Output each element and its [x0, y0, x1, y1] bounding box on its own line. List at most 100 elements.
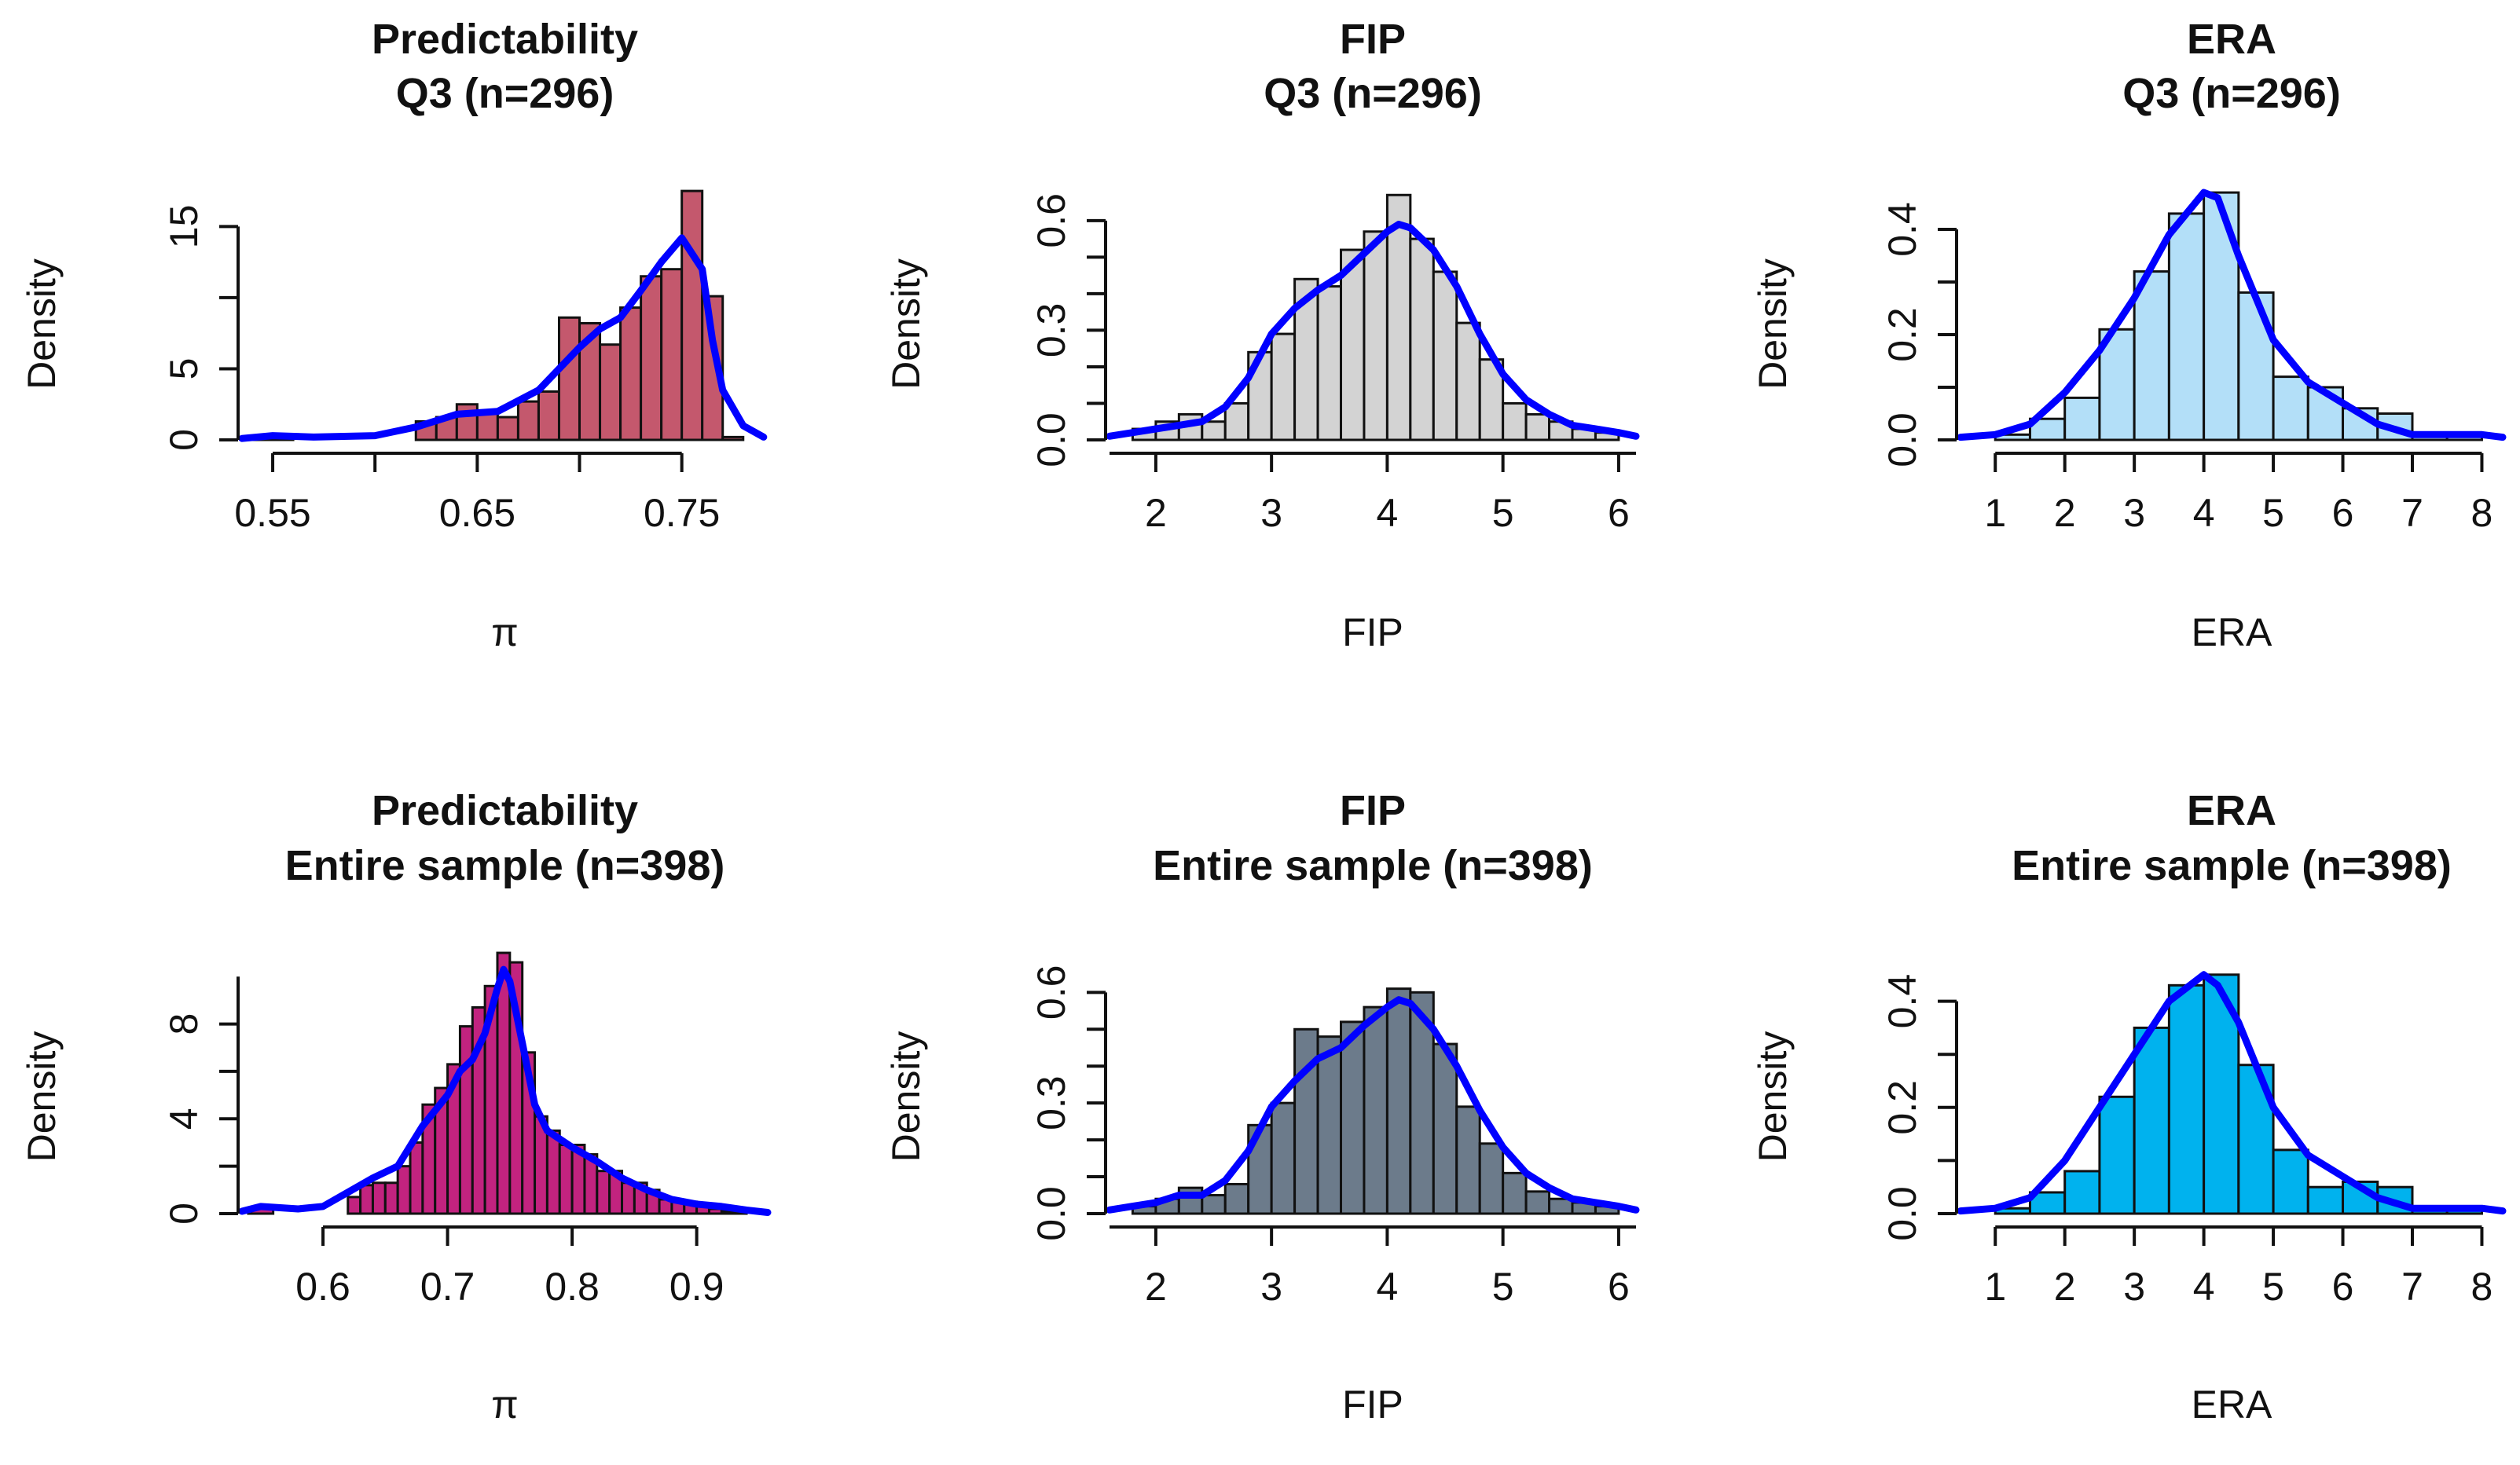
- panel-2: FIP Q3 (n=296) 2 3 4 5 6 0.0 0.3 0.6 FIP Density: [884, 16, 1640, 654]
- panel-5-bar-4: [1201, 1194, 1227, 1215]
- panel-3-bar-3: [2063, 396, 2101, 441]
- panel-2-x-tick-label-4: 5: [1492, 491, 1514, 535]
- panel-5-bar-15: [1455, 1105, 1481, 1215]
- panel-2-bar-15: [1455, 321, 1481, 441]
- panel-2-bar-13: [1409, 237, 1435, 441]
- panel-6-y-tick-label-5: 0.4: [1880, 974, 1924, 1029]
- panel-4-title-line-2: Entire sample (n=398): [285, 842, 725, 889]
- panel-5-density-curve: [1106, 996, 1640, 1214]
- panel-4-bar-25: [596, 1170, 611, 1215]
- panel-3-title-line-1: ERA: [2187, 16, 2276, 63]
- panel-1-density-curve: [238, 234, 768, 442]
- panel-2-bar-18: [1524, 412, 1551, 441]
- panel-6-x-tick-label-7: 7: [2401, 1265, 2423, 1309]
- panel-6-x-tick-label-4: 4: [2193, 1265, 2215, 1309]
- panel-3-x-axis-title: ERA: [2192, 610, 2272, 654]
- panel-4-bar-10: [409, 1141, 424, 1215]
- panel-4-bar-6: [359, 1184, 374, 1215]
- panel-3-bar-5: [2133, 270, 2170, 441]
- panel-4-x-axis-title: π: [491, 1383, 519, 1427]
- panel-2-x-tick-label-1: 2: [1145, 491, 1167, 535]
- panel-2-title-line-2: Q3 (n=296): [1264, 70, 1482, 117]
- panel-1-bar-14: [516, 400, 540, 441]
- panel-5-y-tick-label-1: 0.0: [1029, 1186, 1073, 1241]
- panel-4-y-tick-label-1: 0: [162, 1203, 206, 1225]
- panel-5-bar-16: [1478, 1142, 1505, 1215]
- panel-3-title-line-2: Q3 (n=296): [2122, 70, 2341, 117]
- panel-5-x-tick-label-3: 4: [1377, 1265, 1399, 1309]
- panel-6-title-line-1: ERA: [2187, 787, 2276, 834]
- panel-2-x-tick-label-5: 6: [1608, 491, 1630, 535]
- panel-6-bar-5: [2133, 1026, 2170, 1215]
- panel-6-bar-9: [2272, 1148, 2309, 1215]
- panel-4: Predictability Entire sample (n=398) 0.6 0.…: [20, 787, 772, 1427]
- panel-2-bar-10: [1340, 248, 1366, 441]
- panel-4-bar-27: [621, 1181, 636, 1215]
- panel-5-bar-10: [1340, 1020, 1366, 1215]
- panel-4-y-axis-title: Density: [20, 1031, 64, 1163]
- panel-6: ERA Entire sample (n=398) 1 2 3 4 5 6 7 8 0.0 0.2 0.…: [1751, 787, 2507, 1427]
- panel-6-title-line-2: Entire sample (n=398): [2012, 842, 2452, 889]
- panel-2-bar-7: [1270, 332, 1297, 441]
- panel-2-y-tick-label-4: 0.3: [1029, 303, 1073, 358]
- panel-5-bar-8: [1293, 1027, 1319, 1215]
- panel-5-x-tick-label-4: 5: [1492, 1265, 1514, 1309]
- panel-2-bar-11: [1363, 230, 1388, 441]
- panel-3-y-tick-label-1: 0.0: [1880, 412, 1924, 467]
- panel-2-y-tick-label-7: 0.6: [1029, 193, 1073, 248]
- panel-5-bar-17: [1502, 1171, 1528, 1215]
- panel-6-bar-6: [2167, 983, 2206, 1215]
- panel-3-y-tick-label-3: 0.2: [1880, 307, 1924, 362]
- panel-1-bar-18: [599, 343, 622, 441]
- panel-5-bar-5: [1223, 1182, 1250, 1215]
- panel-3-bar-8: [2237, 291, 2275, 441]
- panel-1-x-tick-label-1: 0.55: [234, 491, 310, 535]
- panel-1-y-tick-label-4: 15: [162, 205, 206, 249]
- panel-6-x-tick-label-3: 3: [2123, 1265, 2145, 1309]
- panel-5-bar-9: [1316, 1035, 1343, 1215]
- panel-2-y-tick-label-1: 0.0: [1029, 412, 1073, 467]
- panel-4-bar-35: [720, 1210, 735, 1215]
- panel-5-x-tick-label-2: 3: [1260, 1265, 1282, 1309]
- panel-4-x-tick-label-1: 0.6: [295, 1265, 350, 1309]
- panel-6-bar-10: [2306, 1185, 2345, 1215]
- panel-3-x-tick-label-7: 7: [2401, 491, 2423, 535]
- panel-1: Predictability Q3 (n=296) 0.55 0.65 0.75 0 5 15…: [20, 16, 768, 654]
- panel-6-x-axis-title: ERA: [2192, 1383, 2272, 1427]
- panel-3-x-tick-label-1: 1: [1984, 491, 2006, 535]
- panel-4-title-line-1: Predictability: [372, 787, 638, 834]
- panel-3-x-tick-label-5: 5: [2262, 491, 2284, 535]
- panel-2-bar-9: [1316, 285, 1343, 441]
- panel-1-bar-15: [537, 390, 560, 441]
- panel-1-bar-21: [660, 268, 684, 441]
- panel-4-x-tick-label-3: 0.8: [545, 1265, 600, 1309]
- panel-1-y-tick-label-1: 0: [162, 429, 206, 451]
- panel-5-y-tick-label-4: 0.3: [1029, 1075, 1073, 1130]
- panel-4-bar-5: [347, 1196, 362, 1215]
- panel-1-x-tick-label-3: 0.65: [439, 491, 515, 535]
- panel-3: ERA Q3 (n=296) 1 2 3 4 5 6 7 8 0.0 0.2 0.4 ERA Density: [1751, 16, 2507, 654]
- panel-3-bar-6: [2167, 212, 2206, 441]
- panel-1-bar-22: [680, 189, 704, 441]
- panel-3-bar-7: [2203, 191, 2240, 441]
- panel-1-x-tick-label-5: 0.75: [644, 491, 720, 535]
- panel-2-density-curve: [1106, 221, 1640, 440]
- panel-3-x-tick-label-3: 3: [2123, 491, 2145, 535]
- panel-1-bar-16: [557, 316, 581, 441]
- panel-2-y-axis-title: Density: [884, 258, 928, 390]
- panel-6-x-tick-label-8: 8: [2471, 1265, 2493, 1309]
- panel-6-x-tick-label-1: 1: [1984, 1265, 2006, 1309]
- panel-4-y-tick-label-3: 4: [162, 1108, 206, 1130]
- panel-6-y-tick-label-1: 0.0: [1880, 1186, 1924, 1241]
- panel-1-title-line-1: Predictability: [372, 16, 638, 63]
- panel-1-bar-20: [640, 275, 663, 441]
- panel-3-x-tick-label-6: 6: [2332, 491, 2354, 535]
- panel-2-bar-14: [1432, 270, 1458, 441]
- panel-1-bar-24: [721, 435, 745, 441]
- panel-2-bar-4: [1201, 420, 1227, 441]
- panel-4-bar-14: [458, 1025, 474, 1215]
- panel-2-x-tick-label-3: 4: [1377, 491, 1399, 535]
- panel-4-bar-22: [558, 1143, 574, 1215]
- panel-3-x-tick-label-4: 4: [2193, 491, 2215, 535]
